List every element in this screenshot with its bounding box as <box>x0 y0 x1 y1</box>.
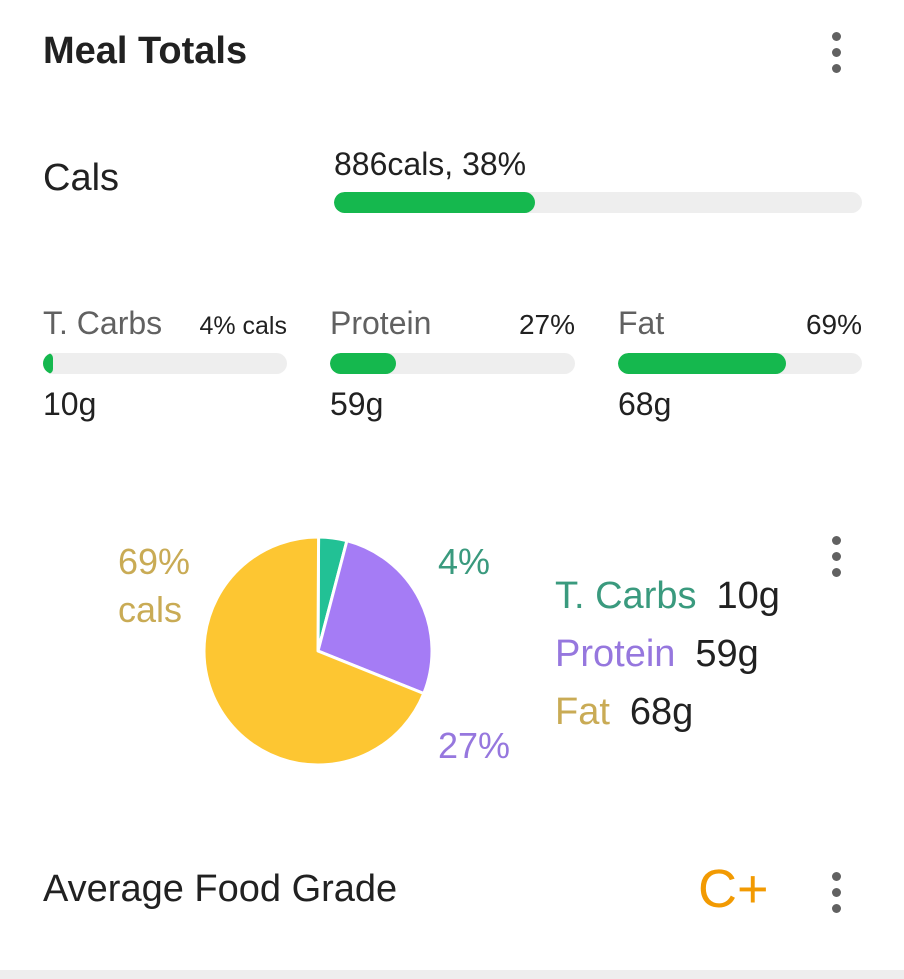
legend-item-fat: Fat 68g <box>555 683 780 741</box>
pie-label-fat-sub: cals <box>118 589 183 630</box>
legend-value: 10g <box>716 575 780 617</box>
macro-name: Fat <box>618 305 665 341</box>
page-title: Meal Totals <box>43 30 248 72</box>
bottom-divider <box>0 970 904 979</box>
macro-progress-track <box>618 353 862 374</box>
legend-name: Protein <box>555 633 676 675</box>
pie-label-carbs: 4% <box>438 541 491 582</box>
cals-value: 886cals, 38% <box>334 146 527 182</box>
more-vert-icon[interactable] <box>824 532 848 580</box>
pie-label-protein: 27% <box>438 725 511 766</box>
macro-name: Protein <box>330 305 432 341</box>
food-grade-value: C+ <box>698 859 769 919</box>
macro-name: T. Carbs <box>43 305 163 341</box>
legend-name: T. Carbs <box>555 575 697 617</box>
more-vert-icon[interactable] <box>824 868 848 916</box>
legend-name: Fat <box>555 691 610 733</box>
macro-protein: Protein 27% 59g <box>330 305 575 423</box>
cals-progress-track <box>334 192 862 213</box>
pie-slice-fat <box>202 535 426 767</box>
macro-progress-fill <box>43 353 53 374</box>
macro-pct: 4% cals <box>199 312 287 340</box>
legend-value: 59g <box>695 633 759 675</box>
macro-progress-fill <box>618 353 787 374</box>
legend-value: 68g <box>629 691 694 733</box>
cals-progress-fill <box>334 192 535 213</box>
macro-grams: 68g <box>618 386 672 422</box>
average-food-grade-label: Average Food Grade <box>43 868 398 910</box>
macro-grams: 10g <box>43 386 97 422</box>
legend-item-carbs: T. Carbs 10g <box>555 567 780 625</box>
pie-slice-protein <box>316 539 434 695</box>
macro-carbs: T. Carbs 4% cals 10g <box>43 305 287 423</box>
macro-progress-fill <box>330 353 397 374</box>
pie-legend: T. Carbs 10g Protein 59g Fat 68g <box>555 567 780 741</box>
pie-label-fat: 69% cals <box>118 538 190 634</box>
macro-progress-track <box>330 353 575 374</box>
pie-label-fat-pct: 69% <box>118 541 191 582</box>
macro-pie-chart <box>202 535 434 767</box>
macro-pct: 69% <box>805 309 862 340</box>
macro-progress-track <box>43 353 287 374</box>
legend-item-protein: Protein 59g <box>555 625 780 683</box>
macro-pct: 27% <box>518 309 575 340</box>
macro-fat: Fat 69% 68g <box>618 305 862 423</box>
more-vert-icon[interactable] <box>824 28 848 76</box>
macro-grams: 59g <box>330 386 384 422</box>
cals-label: Cals <box>43 157 120 199</box>
